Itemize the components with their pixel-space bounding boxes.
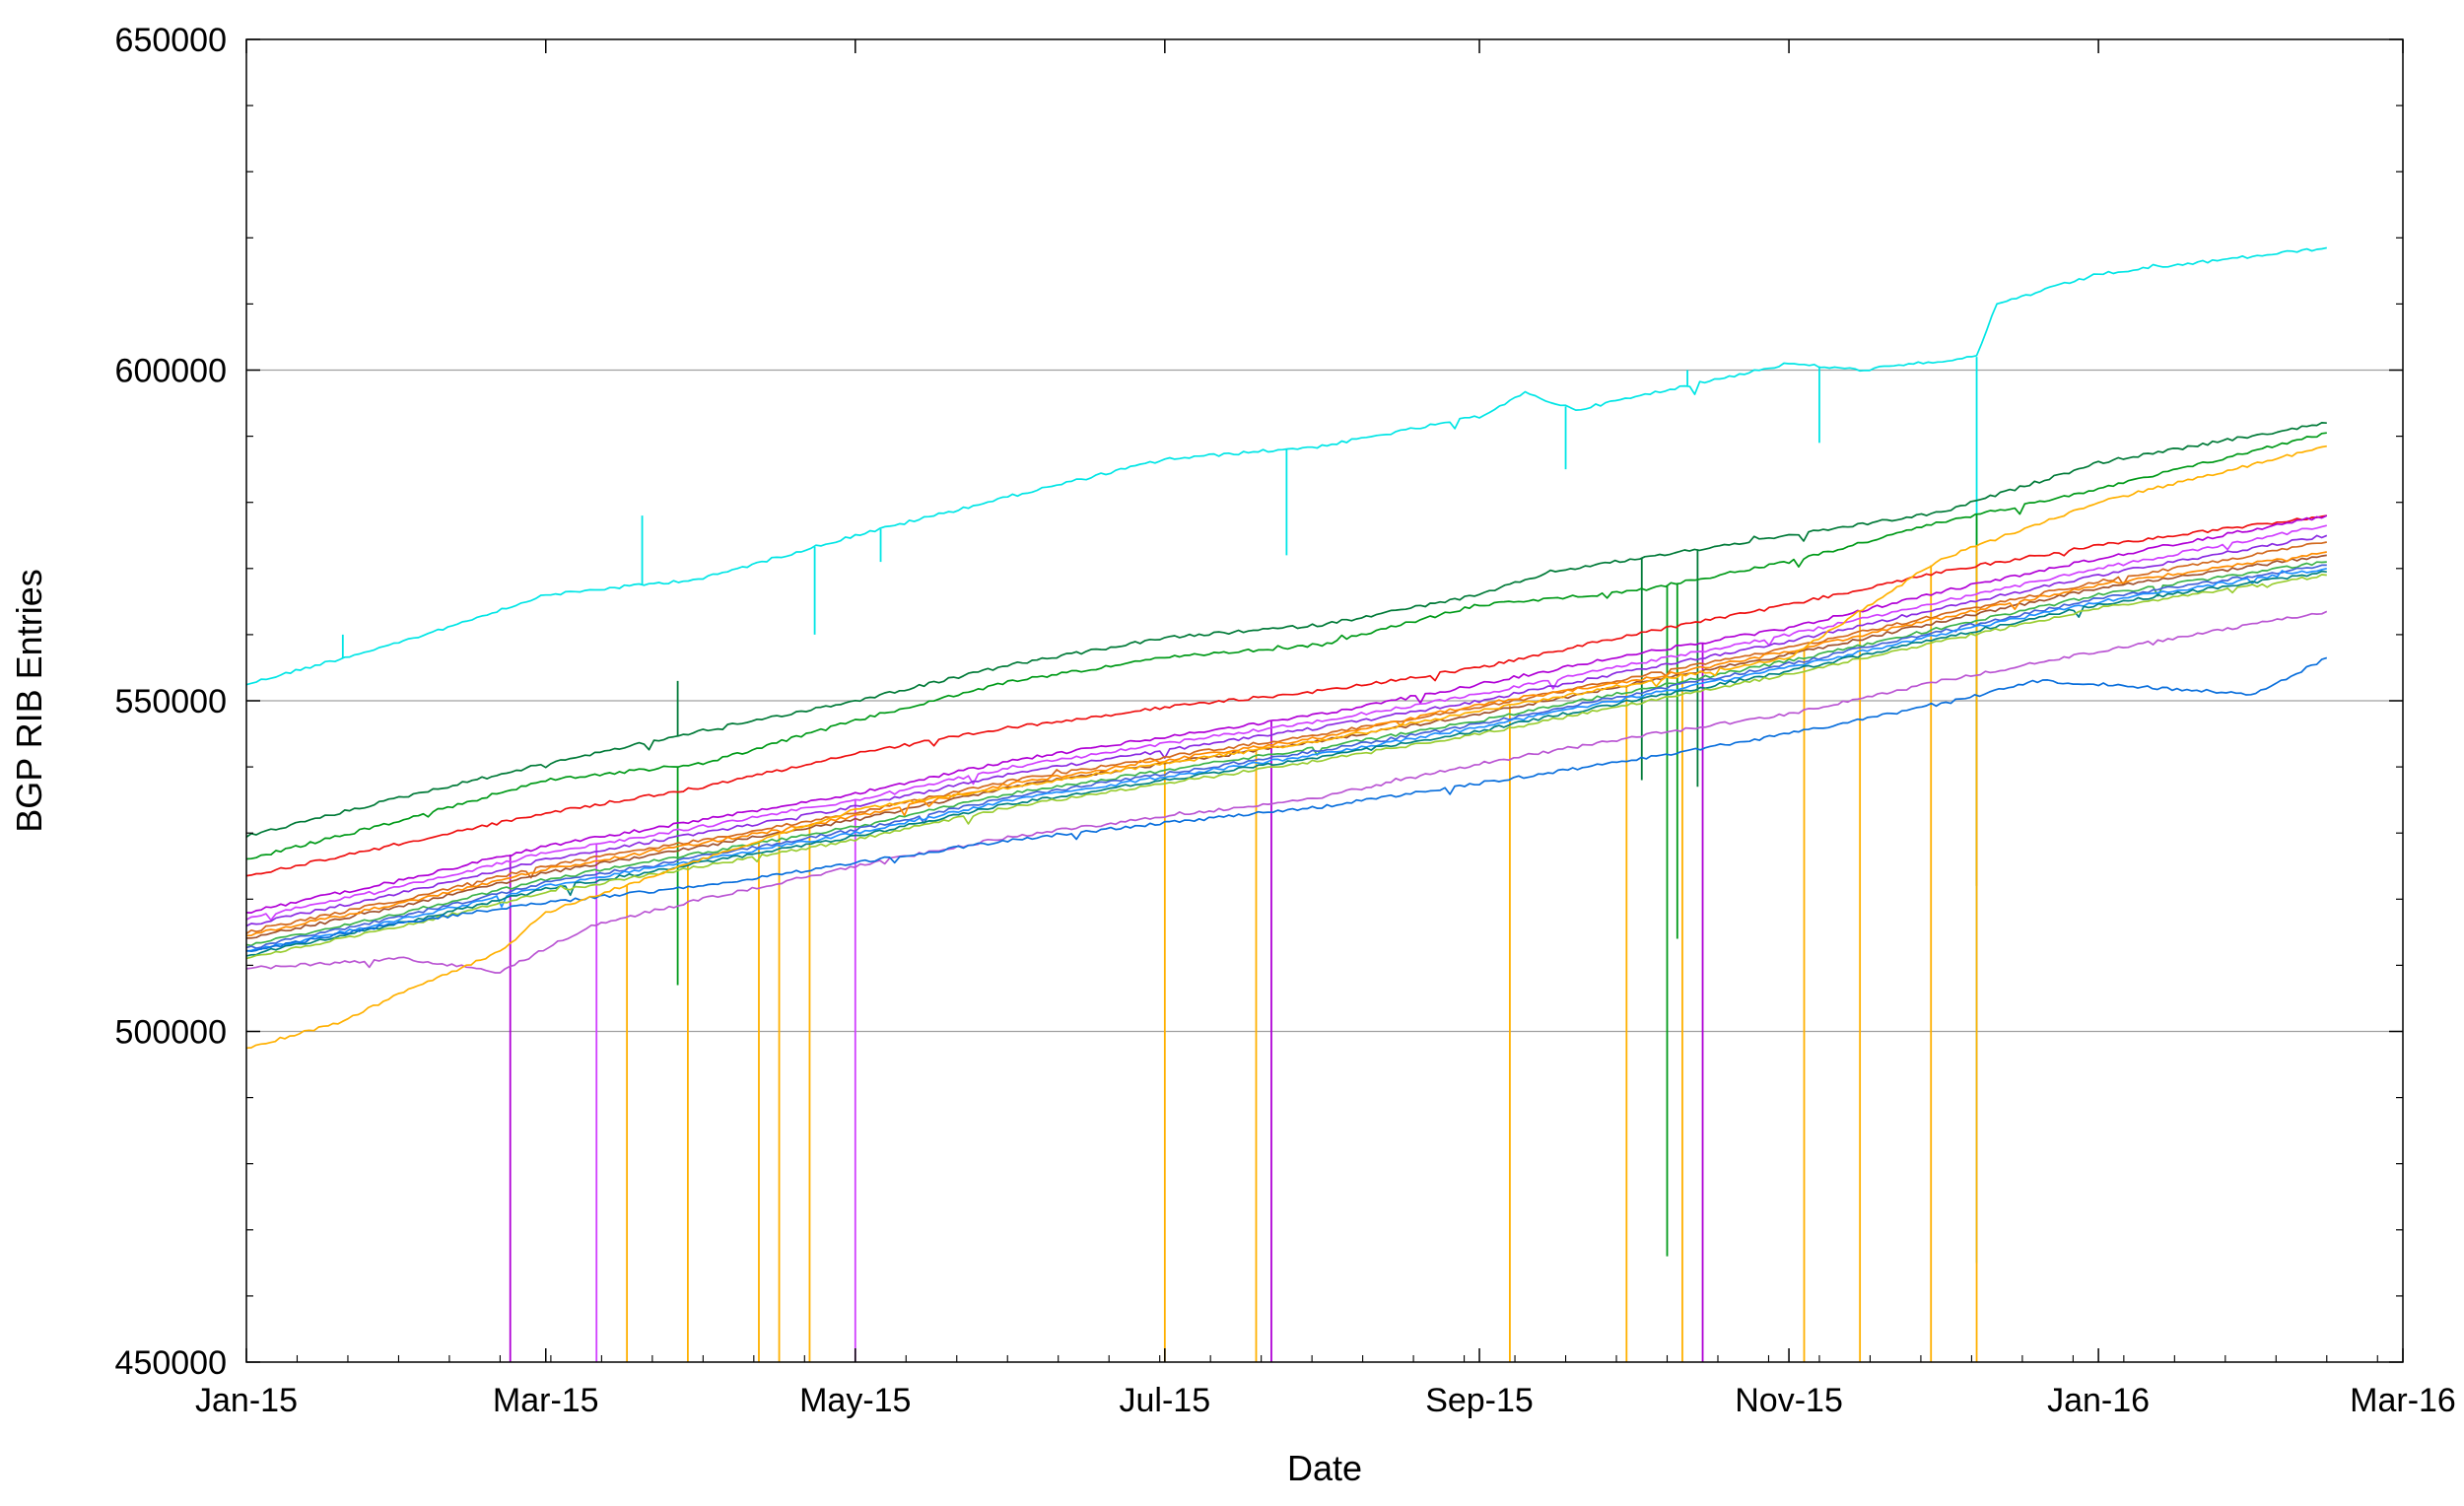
x-tick-label: Jan-16 xyxy=(2047,1382,2150,1419)
x-tick-label: Mar-16 xyxy=(2350,1382,2456,1419)
x-tick-label: Sep-15 xyxy=(1425,1382,1534,1419)
series-line-3 xyxy=(245,432,2327,860)
series-line-18 xyxy=(245,445,2327,1050)
series-line-14 xyxy=(245,574,2327,960)
y-axis-title: BGP RIB Entries xyxy=(9,569,49,832)
series-line-16 xyxy=(245,610,2328,974)
series-line-5 xyxy=(245,514,2328,914)
tick-marks xyxy=(245,38,2404,1363)
series-line-15 xyxy=(245,551,2327,937)
y-tick-label: 650000 xyxy=(115,22,227,59)
gridlines xyxy=(246,369,2403,1033)
series-line-10 xyxy=(245,561,2327,947)
x-tick-label: Nov-15 xyxy=(1735,1382,1843,1419)
series-line-8 xyxy=(245,541,2327,934)
series-line-17 xyxy=(245,656,2328,953)
x-tick-label: Mar-15 xyxy=(493,1382,599,1419)
y-tick-label: 550000 xyxy=(115,683,227,720)
y-tick-label: 600000 xyxy=(115,353,227,390)
series-line-4 xyxy=(245,514,2327,877)
tick-labels: 450000 500000 550000 600000 650000 Jan-15 Mar-… xyxy=(115,22,2456,1419)
series-line-12 xyxy=(245,567,2327,952)
series-line-11 xyxy=(245,564,2327,949)
series-line-7 xyxy=(245,534,2328,927)
series-line-6 xyxy=(245,524,2327,922)
series-layer xyxy=(245,246,2328,1050)
series-line-2 xyxy=(245,422,2327,838)
spike-layer xyxy=(341,357,1978,1362)
y-tick-label: 500000 xyxy=(115,1014,227,1052)
x-tick-label: Jul-15 xyxy=(1120,1382,1211,1419)
series-line-1 xyxy=(245,246,2327,686)
y-tick-label: 450000 xyxy=(115,1344,227,1382)
x-tick-label: Jan-15 xyxy=(195,1382,298,1419)
x-tick-label: May-15 xyxy=(799,1382,911,1419)
x-axis-title: Date xyxy=(1287,1448,1362,1488)
series-line-13 xyxy=(245,570,2327,957)
